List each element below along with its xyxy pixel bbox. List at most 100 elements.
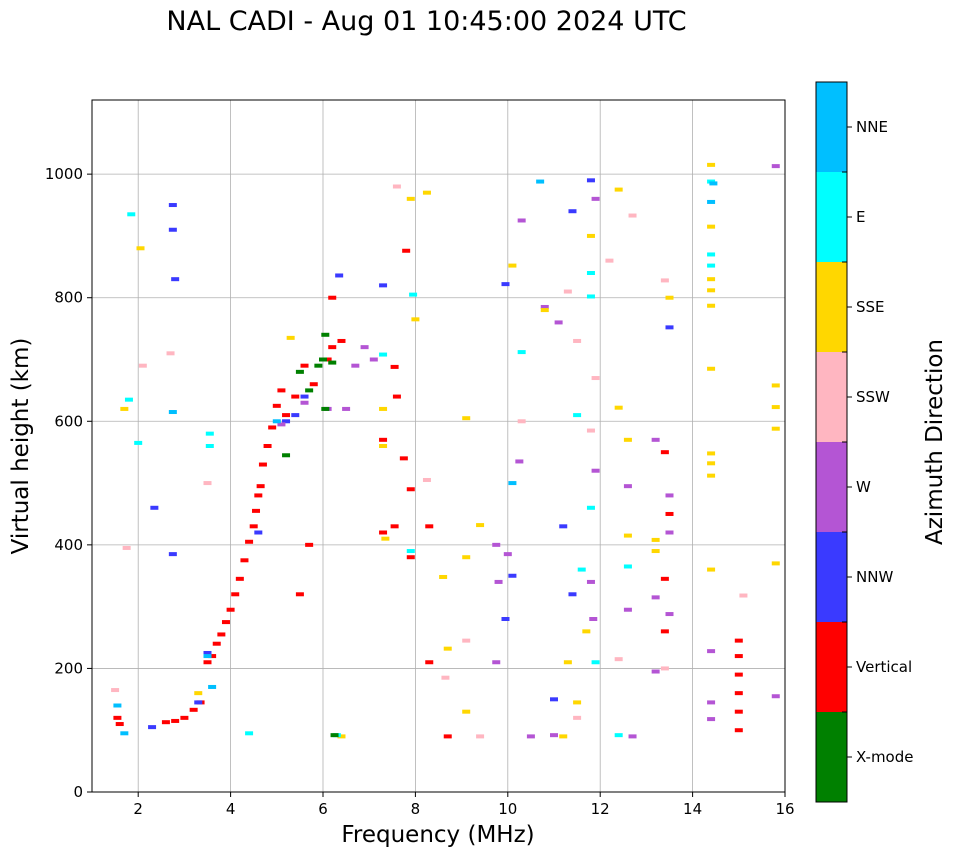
data-point-sse (623, 437, 632, 442)
data-point-w (651, 669, 660, 674)
data-point-sse (476, 523, 485, 528)
data-point-sse (381, 536, 390, 541)
x-tick-label: 14 (683, 800, 702, 818)
data-point-vertical (328, 295, 337, 300)
data-point-vertical (252, 508, 261, 513)
data-point-e (406, 549, 415, 554)
data-point-sse (411, 317, 420, 322)
data-point-w (554, 320, 563, 325)
data-point-sse (707, 451, 716, 456)
data-point-w (550, 733, 558, 738)
data-point-sse (707, 567, 716, 572)
data-point-ssw (573, 715, 582, 720)
data-point-sse (443, 646, 452, 651)
data-point-x-mode (328, 360, 337, 365)
data-point-nnw (171, 277, 180, 282)
data-point-sse (651, 537, 660, 542)
data-point-vertical (249, 524, 258, 529)
data-point-w (707, 717, 716, 722)
data-point-sse (651, 549, 660, 554)
data-point-vertical (240, 558, 249, 563)
data-point-vertical (189, 707, 198, 712)
y-axis-label: Virtual height (km) (8, 338, 34, 555)
data-point-ssw (591, 376, 600, 381)
data-point-vertical (379, 530, 388, 535)
data-point-e (205, 444, 214, 448)
data-point-w (651, 595, 660, 600)
data-point-ssw (138, 363, 147, 368)
data-point-nnw (282, 419, 291, 424)
data-point-w (494, 579, 503, 584)
data-point-w (540, 304, 549, 309)
y-tick-label: 1000 (45, 165, 83, 183)
data-point-w (300, 400, 309, 405)
data-point-e (205, 431, 214, 436)
data-point-vertical (425, 524, 434, 529)
data-point-x-mode (321, 406, 330, 411)
data-point-vertical (300, 363, 309, 368)
data-point-ssw (111, 688, 120, 693)
data-point-e (707, 252, 716, 257)
data-point-sse (771, 383, 780, 388)
data-point-e (623, 564, 632, 569)
data-point-w (665, 612, 674, 617)
data-point-e (134, 440, 143, 445)
data-point-ssw (476, 734, 485, 739)
colorbar-segment (816, 442, 847, 532)
y-tick-label: 0 (73, 783, 83, 801)
data-point-vertical (291, 394, 300, 399)
data-point-w (515, 459, 524, 464)
data-point-w (342, 406, 351, 411)
y-axis: 0 200 400 600 800 1000 (45, 165, 92, 801)
data-point-nnw (501, 617, 510, 621)
colorbar: X-mode Vertical NNW W SSW SSE E NNE (815, 81, 913, 803)
x-axis: 2 4 6 8 10 12 14 16 (133, 792, 795, 818)
data-point-vertical (379, 437, 388, 442)
colorbar-segment (816, 352, 847, 442)
data-point-vertical (258, 462, 267, 467)
data-point-w (707, 700, 716, 705)
data-point-vertical (309, 382, 318, 387)
data-point-vertical (734, 728, 743, 733)
data-point-nne (113, 703, 122, 708)
data-point-sse (707, 224, 716, 229)
x-tick-label: 2 (133, 800, 143, 818)
data-point-w (623, 607, 632, 612)
data-point-w (591, 468, 600, 473)
data-point-vertical (295, 592, 304, 597)
data-point-w (369, 357, 378, 362)
data-point-vertical (221, 620, 230, 625)
colorbar-tick-label: Vertical (856, 658, 912, 676)
data-point-vertical (425, 660, 434, 665)
data-point-sse (707, 366, 716, 371)
data-point-sse (707, 303, 716, 308)
data-point-vertical (392, 394, 401, 399)
data-point-ssw (441, 675, 450, 680)
data-point-vertical (115, 722, 124, 727)
data-point-nnw (194, 700, 203, 705)
y-tick-label: 200 (54, 659, 83, 677)
data-point-sse (379, 406, 388, 411)
data-point-w (503, 552, 512, 557)
data-point-nnw (501, 282, 510, 287)
data-point-w (277, 422, 286, 427)
data-point-nnw (568, 592, 577, 597)
data-point-w (586, 579, 595, 584)
data-point-w (651, 437, 660, 442)
colorbar-tick-label: NNE (856, 118, 888, 136)
data-point-e (517, 350, 526, 355)
data-point-nne (536, 179, 545, 184)
data-point-ssw (660, 278, 669, 283)
colorbar-segment (816, 262, 847, 352)
data-point-x-mode (330, 733, 339, 738)
data-point-vertical (212, 641, 221, 646)
data-point-sse (614, 405, 623, 410)
x-tick-label: 6 (318, 800, 328, 818)
colorbar-segment (816, 172, 847, 262)
data-point-vertical (734, 654, 743, 659)
data-point-sse (586, 233, 595, 238)
data-point-vertical (390, 364, 399, 369)
colorbar-segment (816, 712, 847, 802)
data-point-e (245, 731, 254, 736)
